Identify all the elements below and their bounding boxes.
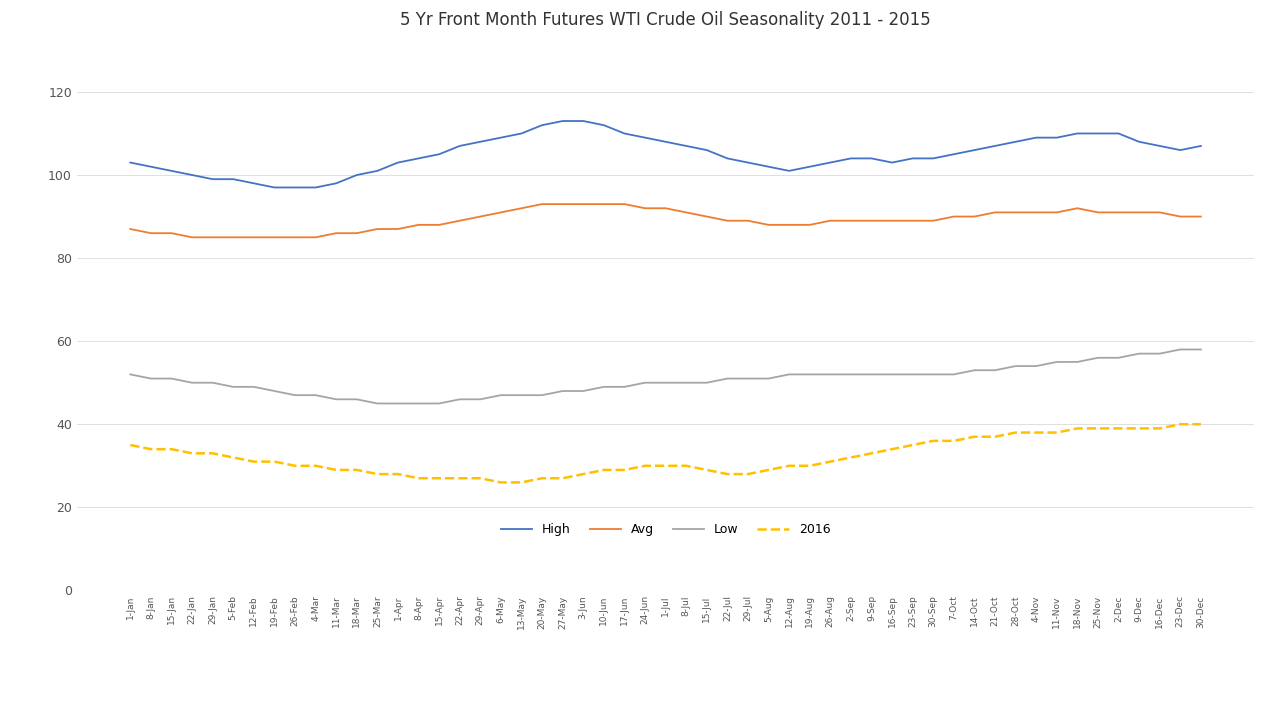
Legend: High, Avg, Low, 2016: High, Avg, Low, 2016	[495, 518, 836, 541]
High	[266, 183, 282, 192]
High	[782, 166, 797, 175]
2016	[844, 453, 859, 462]
High	[803, 163, 818, 171]
Low	[844, 370, 859, 379]
Line: 2016: 2016	[131, 424, 1201, 482]
Avg	[987, 208, 1002, 217]
Avg	[431, 220, 447, 229]
Avg	[1193, 212, 1208, 221]
2016	[760, 466, 776, 474]
High	[987, 142, 1002, 150]
Low	[123, 370, 138, 379]
Low	[1172, 345, 1188, 354]
2016	[1172, 420, 1188, 428]
Line: Low: Low	[131, 349, 1201, 403]
High	[1193, 142, 1208, 150]
High	[556, 117, 571, 125]
2016	[823, 457, 838, 466]
High	[123, 158, 138, 167]
Avg	[123, 225, 138, 233]
High	[844, 154, 859, 163]
Low	[431, 399, 447, 408]
Low	[1193, 345, 1208, 354]
Low	[966, 366, 982, 374]
High	[864, 154, 879, 163]
2016	[782, 462, 797, 470]
Avg	[803, 220, 818, 229]
Avg	[184, 233, 200, 242]
Low	[370, 399, 385, 408]
Line: Avg: Avg	[131, 204, 1201, 238]
2016	[123, 441, 138, 449]
High	[431, 150, 447, 158]
Avg	[864, 217, 879, 225]
2016	[493, 478, 508, 487]
Avg	[844, 217, 859, 225]
Avg	[534, 199, 549, 208]
Low	[823, 370, 838, 379]
Low	[760, 374, 776, 383]
Avg	[782, 220, 797, 229]
Line: High: High	[131, 121, 1201, 187]
2016	[966, 433, 982, 441]
Title: 5 Yr Front Month Futures WTI Crude Oil Seasonality 2011 - 2015: 5 Yr Front Month Futures WTI Crude Oil S…	[401, 12, 931, 30]
Low	[782, 370, 797, 379]
2016	[1193, 420, 1208, 428]
2016	[411, 474, 426, 482]
